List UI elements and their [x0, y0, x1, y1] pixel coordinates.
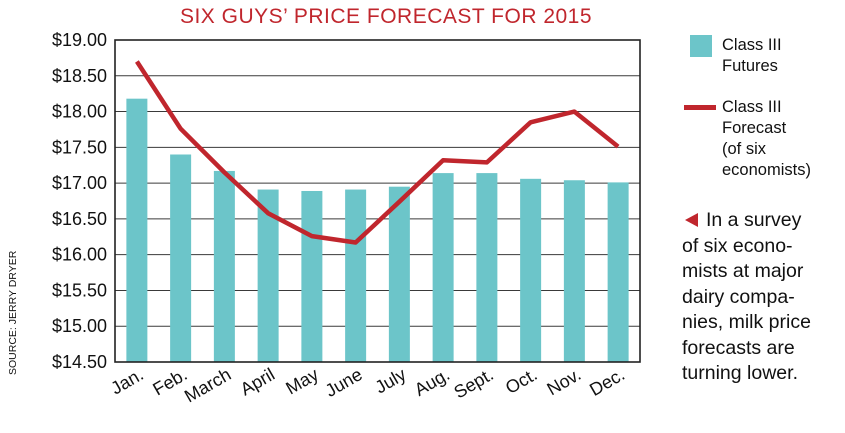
legend-item-futures: Class III Futures [690, 35, 782, 77]
x-tick-label: Dec. [586, 364, 628, 400]
x-tick-label: March [181, 364, 234, 406]
x-axis: Jan. Feb.March April May June July Aug.Sept. Oc… [107, 364, 628, 406]
y-tick-label: $16.00 [52, 245, 107, 265]
futures-bar [476, 173, 498, 362]
x-tick-label: Jan. [107, 364, 146, 398]
x-tick-label: Oct. [502, 364, 541, 398]
forecast-line [135, 60, 620, 245]
futures-bar [432, 173, 454, 362]
y-tick-label: $17.00 [52, 173, 107, 193]
grid [115, 75, 640, 327]
x-tick-label: Nov. [543, 364, 584, 399]
source-label: SOURCE: JERRY DRYER [7, 250, 19, 375]
legend-label-futures: Class III Futures [722, 36, 782, 75]
y-tick-label: $15.50 [52, 280, 107, 300]
chart-title: SIX GUYS’ PRICE FORECAST FOR 2015 [180, 5, 592, 28]
y-tick-label: $18.50 [52, 66, 107, 86]
legend-item-forecast: Class III Forecast (of six economists) [684, 97, 811, 181]
x-tick-label: Sept. [450, 364, 496, 402]
futures-bar [257, 189, 279, 362]
futures-bar [301, 190, 323, 362]
futures-bars [126, 98, 629, 363]
x-tick-label: April [237, 364, 278, 399]
futures-bar [388, 186, 410, 362]
legend-swatch-forecast [684, 105, 716, 110]
survey-note-text: In a survey of six econo- mists at major… [682, 209, 811, 384]
legend-swatch-futures [690, 35, 712, 57]
futures-bar [607, 182, 629, 362]
futures-bar [563, 180, 585, 362]
futures-bar [126, 98, 148, 363]
y-tick-label: $15.00 [52, 316, 107, 336]
y-axis: $19.00 $18.50 $18.00 $17.50 $17.00 $16.50 $16.… [52, 30, 641, 372]
forecast-line-group [135, 60, 620, 245]
futures-bar [520, 178, 542, 362]
y-tick-label: $19.00 [52, 30, 107, 50]
x-tick-label: Aug. [411, 364, 453, 400]
futures-bar [345, 189, 367, 362]
y-tick-label: $16.50 [52, 209, 107, 229]
x-tick-label: July [372, 364, 410, 397]
plot-frame [114, 39, 641, 363]
y-tick-label: $18.00 [52, 102, 107, 122]
left-arrow-icon [685, 213, 698, 227]
y-tick-label: $14.50 [52, 352, 107, 372]
futures-bar [213, 170, 235, 362]
y-tick-label: $17.50 [52, 137, 107, 157]
x-tick-label: May [282, 364, 321, 398]
legend-label-forecast: Class III Forecast (of six economists) [722, 98, 811, 179]
survey-note: In a survey of six econo- mists at major… [682, 208, 842, 387]
x-tick-label: June [322, 364, 366, 401]
futures-bar [170, 154, 192, 362]
